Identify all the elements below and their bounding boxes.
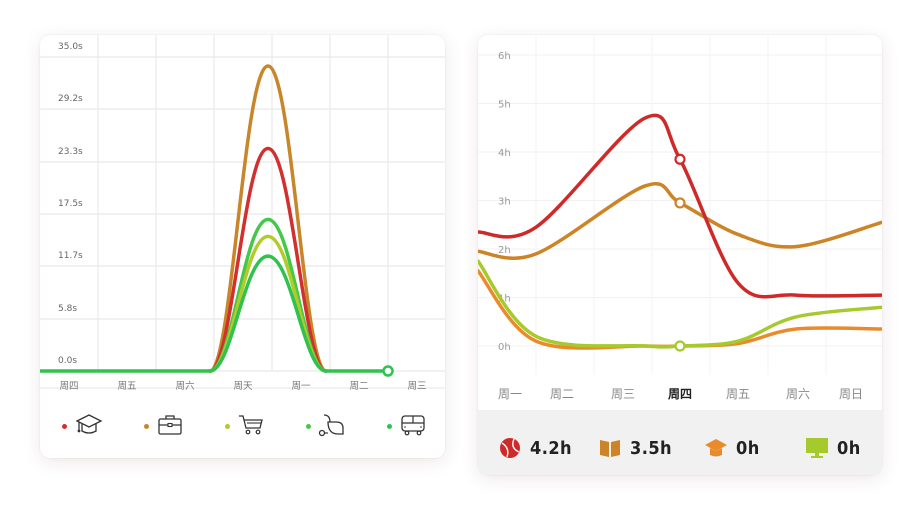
- shopping-cart-icon[interactable]: [237, 412, 265, 438]
- stats-footer: 4.2h 3.5h 0h 0h: [478, 410, 882, 475]
- legend-dot: [225, 424, 230, 429]
- legend-dot: [62, 424, 67, 429]
- y-tick-label: 0h: [498, 342, 511, 353]
- y-tick-label: 35.0s: [58, 42, 83, 52]
- chart-card-right: 6h 5h 4h 3h 2h 1h 0h 周一 周二 周三 周四 周五 周六 周日 4.2h 3.5h 0…: [478, 35, 882, 475]
- y-tick-label: 3h: [498, 197, 511, 208]
- marker-sports: [674, 153, 686, 165]
- x-tick-label: 周二: [349, 381, 368, 392]
- legend-dot: [306, 424, 311, 429]
- y-tick-label: 4h: [498, 148, 511, 159]
- legend-dot: [387, 424, 392, 429]
- y-tick-label: 0.0s: [58, 356, 77, 366]
- x-tick-label: 周六: [175, 380, 195, 392]
- series-line-commute: [208, 254, 328, 373]
- marker-screen: [674, 340, 686, 352]
- left-chart-svg: 35.0s 29.2s 23.3s 17.5s 11.7s 5.8s 0.0s 周四 周五 周六 周…: [40, 35, 445, 392]
- x-tick-label: 周三: [407, 381, 426, 392]
- book-icon: [600, 440, 620, 457]
- x-tick-label: 周日: [839, 387, 863, 401]
- y-tick-label: 23.3s: [58, 147, 83, 157]
- briefcase-icon[interactable]: [156, 412, 184, 438]
- x-tick-label: 周四: [668, 387, 692, 401]
- legend-dot: [144, 424, 149, 429]
- x-tick-label: 周三: [611, 387, 635, 401]
- x-tick-label: 周六: [786, 387, 810, 401]
- monitor-icon: [806, 438, 828, 458]
- bus-icon[interactable]: [399, 412, 427, 438]
- current-marker: [382, 365, 394, 377]
- reading-hours: 3.5h: [630, 438, 673, 459]
- y-tick-label: 1h: [498, 294, 511, 305]
- x-tick-label: 周一: [291, 381, 311, 392]
- series-line-education: [208, 64, 328, 373]
- x-tick-label: 周五: [726, 387, 750, 401]
- y-tick-label: 29.2s: [58, 94, 83, 104]
- series-line-screen: [478, 259, 882, 349]
- y-tick-label: 5h: [498, 100, 511, 111]
- screen-hours: 0h: [837, 438, 861, 459]
- graduation-cap-icon: [705, 439, 727, 457]
- vacuum-icon[interactable]: [318, 412, 346, 438]
- marker-reading: [674, 197, 686, 209]
- chart-card-left: 35.0s 29.2s 23.3s 17.5s 11.7s 5.8s 0.0s 周四 周五 周六 周…: [40, 35, 445, 458]
- x-tick-label: 周一: [498, 387, 522, 401]
- y-tick-label: 2h: [498, 245, 511, 256]
- x-tick-label: 周二: [550, 387, 574, 401]
- ball-icon: [500, 438, 520, 458]
- right-chart-svg: 6h 5h 4h 3h 2h 1h 0h 周一 周二 周三 周四 周五 周六 周日: [478, 35, 882, 401]
- y-tick-label: 17.5s: [58, 199, 83, 209]
- y-tick-label: 11.7s: [58, 251, 83, 261]
- x-tick-label: 周五: [117, 381, 136, 392]
- sports-hours: 4.2h: [530, 438, 573, 459]
- x-tick-label: 周四: [59, 381, 78, 392]
- x-tick-label: 周天: [233, 381, 253, 392]
- y-tick-label: 6h: [498, 51, 511, 62]
- y-tick-label: 5.8s: [58, 304, 77, 314]
- graduation-cap-icon[interactable]: [75, 412, 103, 438]
- series-line-work: [208, 146, 328, 373]
- study-hours: 0h: [736, 438, 760, 459]
- series-line-reading: [478, 182, 882, 260]
